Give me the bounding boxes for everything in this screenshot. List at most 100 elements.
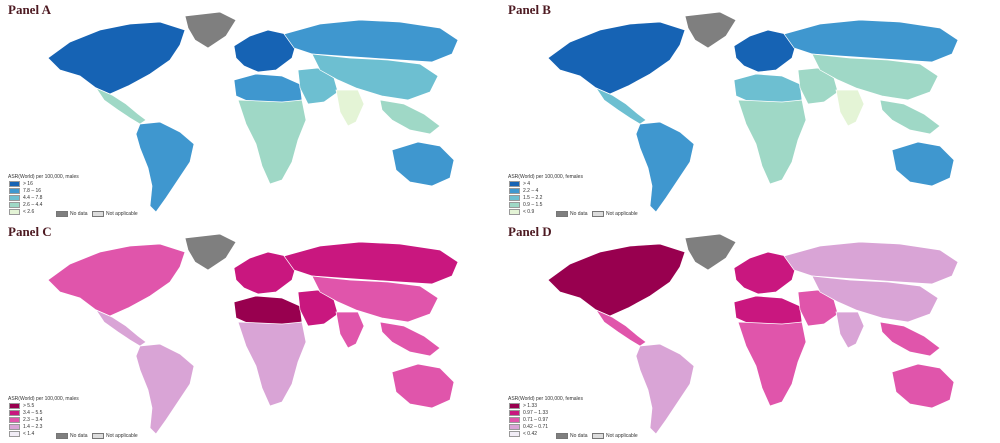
legend-swatch — [509, 417, 520, 423]
legend-swatch — [509, 431, 520, 437]
region-india — [335, 311, 365, 349]
region-asia — [811, 53, 939, 101]
legend-class-2: 7.8 – 16 — [9, 188, 69, 195]
region-south-america — [135, 121, 195, 213]
legend-swatch — [509, 209, 520, 215]
legend-label: < 2.6 — [23, 209, 35, 215]
region-greenland — [684, 11, 737, 49]
legend-label: 1.5 – 2.2 — [523, 195, 543, 201]
map-regions — [547, 11, 959, 213]
panel-a: Panel A ASR(World) per 100,000, males > … — [0, 0, 500, 221]
region-europe — [233, 29, 297, 73]
legend-class-3: 2.3 – 3.4 — [9, 417, 69, 424]
legend-swatch — [509, 410, 520, 416]
map-legend: ASR(World) per 100,000, males > 5.5 3.4 … — [8, 396, 308, 442]
world-map — [547, 11, 959, 213]
region-australia — [891, 363, 955, 409]
region-india — [335, 89, 365, 127]
region-africa — [737, 99, 807, 185]
legend-swatch — [9, 403, 20, 409]
legend-class-5: < 1.4 — [9, 431, 69, 438]
legend-swatch — [9, 209, 20, 215]
panel-title: Panel D — [508, 224, 552, 239]
region-russia — [283, 19, 459, 63]
panel-d: Panel D ASR(World) per 100,000, females … — [500, 222, 1000, 443]
map-regions — [47, 233, 459, 435]
legend-label: 0.71 – 0.97 — [523, 417, 549, 423]
region-southeast-asia — [379, 99, 441, 135]
region-russia — [783, 19, 959, 63]
no-data-label: No data — [570, 433, 588, 439]
panel-title: Panel A — [8, 2, 51, 17]
region-north-america — [547, 21, 686, 95]
region-north-africa — [733, 73, 803, 105]
legend-class-2: 3.4 – 5.5 — [9, 410, 69, 417]
region-southeast-asia — [879, 99, 941, 135]
panel-title: Panel B — [508, 2, 551, 17]
legend-class-5: < 2.6 — [9, 209, 69, 216]
not-applicable-label: Not applicable — [106, 433, 138, 439]
region-greenland — [684, 233, 737, 271]
legend-swatch — [9, 424, 20, 430]
legend-swatch — [509, 403, 520, 409]
not-applicable-label: Not applicable — [606, 211, 638, 217]
region-australia — [891, 141, 955, 187]
not-applicable-label: Not applicable — [106, 211, 138, 217]
legend-swatch — [509, 424, 520, 430]
world-map — [47, 233, 459, 435]
legend-swatch — [9, 410, 20, 416]
legend-class-2: 2.2 – 4 — [509, 188, 569, 195]
legend-swatch — [9, 181, 20, 187]
legend-title: ASR(World) per 100,000, males — [8, 396, 79, 402]
legend-label: < 1.4 — [23, 431, 35, 437]
region-greenland — [184, 233, 237, 271]
legend-title: ASR(World) per 100,000, females — [508, 396, 583, 402]
region-asia — [311, 275, 439, 323]
legend-class-1: > 16 — [9, 181, 69, 188]
legend-label: < 0.9 — [523, 209, 535, 215]
panel-title: Panel C — [8, 224, 52, 239]
map-legend: ASR(World) per 100,000, females > 1.33 0… — [508, 396, 808, 442]
legend-swatch — [509, 188, 520, 194]
no-data-label: No data — [70, 433, 88, 439]
region-greenland — [184, 11, 237, 49]
legend-swatch — [509, 181, 520, 187]
map-legend: ASR(World) per 100,000, females > 4 2.2 … — [508, 174, 808, 220]
region-australia — [391, 141, 455, 187]
map-legend: ASR(World) per 100,000, males > 16 7.8 –… — [8, 174, 308, 220]
region-asia — [311, 53, 439, 101]
region-africa — [737, 321, 807, 407]
region-europe — [233, 251, 297, 295]
legend-label: 1.4 – 2.3 — [23, 424, 43, 430]
legend-class-1: > 5.5 — [9, 403, 69, 410]
legend-label: < 0.42 — [523, 431, 538, 437]
legend-title: ASR(World) per 100,000, males — [8, 174, 79, 180]
legend-label: 3.4 – 5.5 — [23, 410, 43, 416]
map-regions — [547, 233, 959, 435]
legend-label: > 4 — [523, 181, 531, 187]
region-north-america — [547, 243, 686, 317]
not-applicable-swatch — [592, 433, 604, 439]
region-central-america — [95, 87, 147, 125]
legend-class-4: 1.4 – 2.3 — [9, 424, 69, 431]
legend-label: 0.42 – 0.71 — [523, 424, 549, 430]
region-central-america — [95, 309, 147, 347]
region-south-america — [635, 343, 695, 435]
legend-swatch — [509, 195, 520, 201]
not-applicable-label: Not applicable — [606, 433, 638, 439]
legend-label: 0.9 – 1.5 — [523, 202, 543, 208]
legend-class-1: > 4 — [509, 181, 569, 188]
legend-class-1: > 1.33 — [509, 403, 569, 410]
no-data-swatch — [56, 433, 68, 439]
legend-label: 7.8 – 16 — [23, 188, 42, 194]
legend-class-2: 0.97 – 1.33 — [509, 410, 569, 417]
region-north-africa — [233, 295, 303, 327]
panel-c: Panel C ASR(World) per 100,000, males > … — [0, 222, 500, 443]
region-india — [835, 89, 865, 127]
region-india — [835, 311, 865, 349]
legend-swatch — [509, 202, 520, 208]
legend-class-5: < 0.42 — [509, 431, 569, 438]
region-central-america — [595, 87, 647, 125]
region-europe — [733, 29, 797, 73]
legend-swatch — [9, 195, 20, 201]
